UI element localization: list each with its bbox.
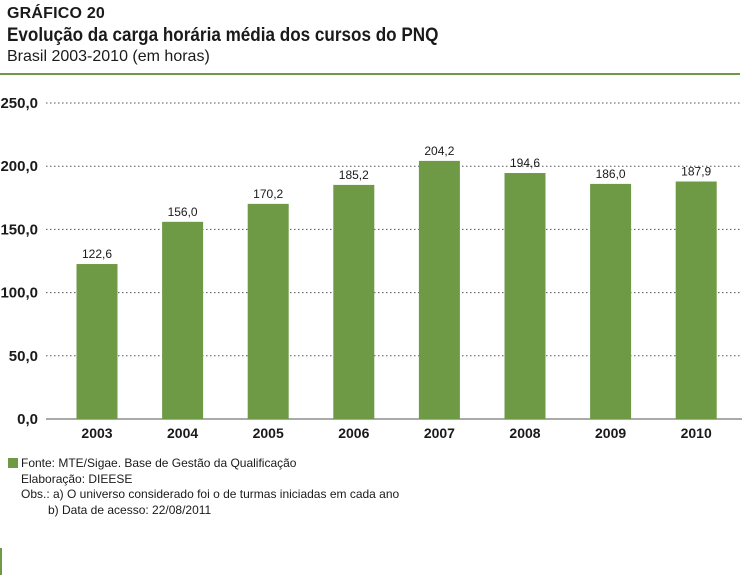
bar: [504, 173, 546, 419]
x-tick-label: 2004: [167, 425, 198, 441]
chart-header: GRÁFICO 20 Evolução da carga horária méd…: [7, 4, 737, 67]
bar: [76, 264, 118, 419]
y-tick-label: 250,0: [0, 95, 38, 112]
bar: [247, 203, 289, 419]
y-tick-label: 100,0: [0, 285, 38, 302]
y-tick-label: 200,0: [0, 158, 38, 175]
y-tick-label: 50,0: [9, 348, 38, 365]
data-label: 185,2: [339, 168, 369, 182]
bar: [675, 181, 717, 419]
obs-a-note: Obs.: a) O universo considerado foi o de…: [21, 487, 400, 501]
bar: [333, 184, 375, 419]
data-label: 204,2: [424, 144, 454, 158]
data-label: 156,0: [168, 205, 198, 219]
legend-swatch: [8, 458, 18, 468]
y-tick-label: 0,0: [17, 411, 38, 428]
source-note: Fonte: MTE/Sigae. Base de Gestão da Qual…: [8, 456, 399, 472]
figure-label: GRÁFICO 20: [7, 5, 106, 22]
data-label: 170,2: [253, 187, 283, 201]
bar: [590, 183, 632, 419]
x-tick-label: 2008: [509, 425, 540, 441]
data-label: 122,6: [82, 247, 112, 261]
chart-title: Evolução da carga horária média dos curs…: [7, 25, 439, 46]
data-label: 186,0: [596, 167, 626, 181]
x-tick-label: 2007: [424, 425, 455, 441]
source-text: Fonte: MTE/Sigae. Base de Gestão da Qual…: [21, 456, 297, 470]
elaboration-note: Elaboração: DIEESE: [21, 471, 133, 486]
left-accent-bar: [0, 548, 2, 575]
chart-subtitle: Brasil 2003-2010 (em horas): [7, 48, 210, 65]
data-label: 194,6: [510, 156, 540, 170]
bar: [162, 221, 204, 419]
bar: [418, 160, 460, 419]
chart-footer: Fonte: MTE/Sigae. Base de Gestão da Qual…: [8, 456, 399, 518]
data-label: 187,9: [681, 164, 711, 178]
y-tick-label: 150,0: [0, 221, 38, 238]
x-tick-label: 2005: [253, 425, 284, 441]
obs-b-note: b) Data de acesso: 22/08/2011: [48, 502, 212, 517]
x-tick-label: 2006: [338, 425, 369, 441]
x-tick-label: 2009: [595, 425, 626, 441]
bar-chart: 0,0 50,0 100,0 150,0 200,0 250,0 122,6 2003 156,…: [0, 95, 742, 441]
header-divider: [0, 73, 740, 75]
x-tick-label: 2010: [681, 425, 712, 441]
x-tick-label: 2003: [81, 425, 112, 441]
